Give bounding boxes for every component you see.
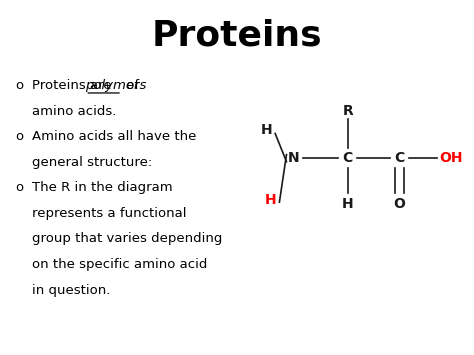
Text: H: H — [261, 123, 273, 137]
Text: o: o — [16, 130, 24, 143]
Text: OH: OH — [440, 151, 463, 165]
Text: The R in the diagram: The R in the diagram — [32, 181, 173, 194]
Text: general structure:: general structure: — [32, 155, 152, 169]
Text: R: R — [342, 104, 353, 118]
Text: polymers: polymers — [85, 79, 146, 92]
Text: o: o — [16, 181, 24, 194]
Text: amino acids.: amino acids. — [32, 105, 117, 118]
Text: H: H — [342, 197, 354, 211]
Text: Proteins are: Proteins are — [32, 79, 116, 92]
Text: represents a functional: represents a functional — [32, 207, 186, 220]
Text: C: C — [394, 151, 405, 165]
Text: group that varies depending: group that varies depending — [32, 233, 222, 245]
Text: on the specific amino acid: on the specific amino acid — [32, 258, 208, 271]
Text: Proteins: Proteins — [152, 19, 322, 53]
Text: O: O — [393, 197, 406, 211]
Text: H: H — [265, 193, 277, 207]
Text: in question.: in question. — [32, 284, 110, 297]
Text: N: N — [288, 151, 300, 165]
Text: of: of — [122, 79, 139, 92]
Text: o: o — [16, 79, 24, 92]
Text: Amino acids all have the: Amino acids all have the — [32, 130, 196, 143]
Text: C: C — [343, 151, 353, 165]
